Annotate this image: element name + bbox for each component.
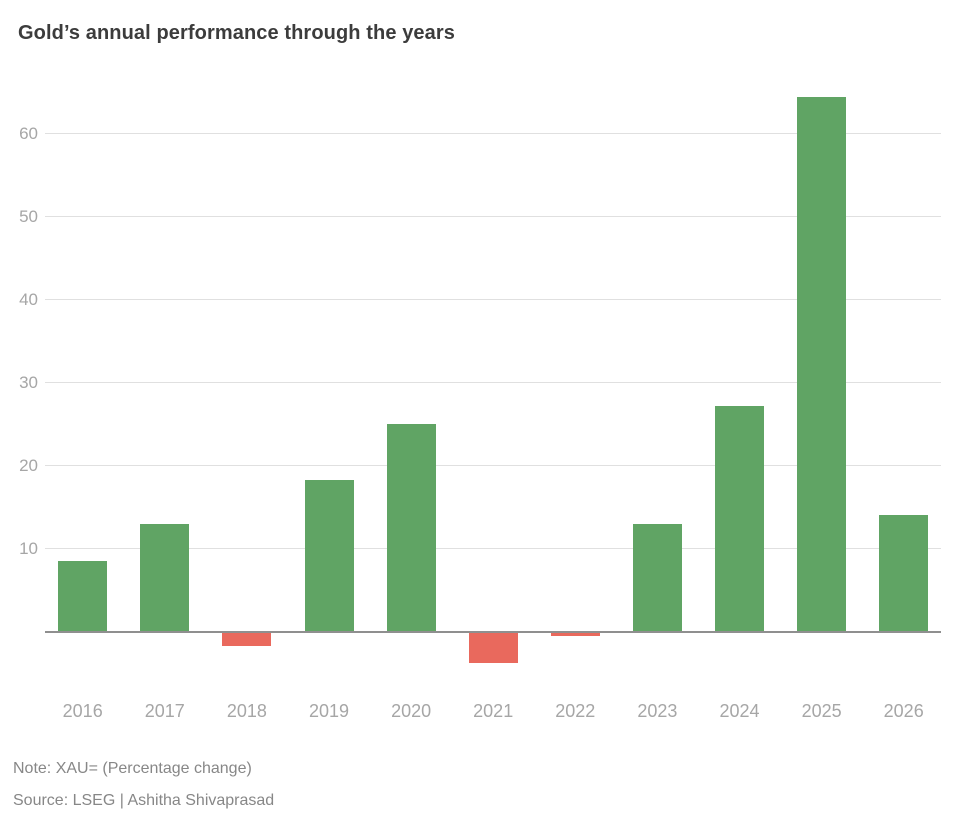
x-axis-tick-2021: 2021 [473, 701, 514, 721]
gridline-30 [45, 382, 941, 383]
chart-source: Source: LSEG | Ashitha Shivaprasad [13, 792, 275, 809]
x-axis-tick-2018: 2018 [226, 701, 267, 721]
bar-2022 [550, 631, 600, 636]
y-axis-tick-40: 40 [19, 289, 38, 309]
chart-title: Gold’s annual performance through the ye… [18, 22, 455, 44]
x-axis-tick-2026: 2026 [883, 701, 924, 721]
gridline-50 [45, 216, 941, 217]
x-axis-tick-2025: 2025 [801, 701, 842, 721]
bar-2016 [58, 560, 108, 632]
bar-2019 [304, 479, 354, 632]
x-axis-tick-2022: 2022 [555, 701, 596, 721]
y-axis-tick-30: 30 [19, 372, 38, 392]
x-axis-tick-2024: 2024 [719, 701, 760, 721]
bar-2018 [222, 631, 272, 647]
x-axis-tick-2017: 2017 [144, 701, 185, 721]
y-axis-tick-50: 50 [19, 206, 38, 226]
x-axis-tick-2016: 2016 [62, 701, 103, 721]
y-axis-tick-10: 10 [19, 538, 38, 558]
x-axis-tick-2020: 2020 [391, 701, 432, 721]
y-axis-tick-20: 20 [19, 455, 38, 475]
gridline-60 [45, 133, 941, 134]
gridline-40 [45, 299, 941, 300]
gridline-20 [45, 465, 941, 466]
bar-2024 [715, 405, 764, 632]
bar-2025 [797, 96, 847, 632]
x-axis-tick-2023: 2023 [637, 701, 678, 721]
y-axis-tick-60: 60 [19, 123, 38, 143]
bar-2023 [632, 523, 682, 632]
gridline-10 [45, 548, 941, 549]
bar-2026 [879, 515, 929, 632]
bar-2020 [386, 424, 436, 632]
chart-note: Note: XAU= (Percentage change) [13, 760, 252, 777]
bar-2017 [140, 523, 190, 632]
zero-baseline [45, 630, 941, 633]
x-axis-tick-2019: 2019 [308, 701, 350, 721]
bar-2021 [468, 631, 518, 664]
